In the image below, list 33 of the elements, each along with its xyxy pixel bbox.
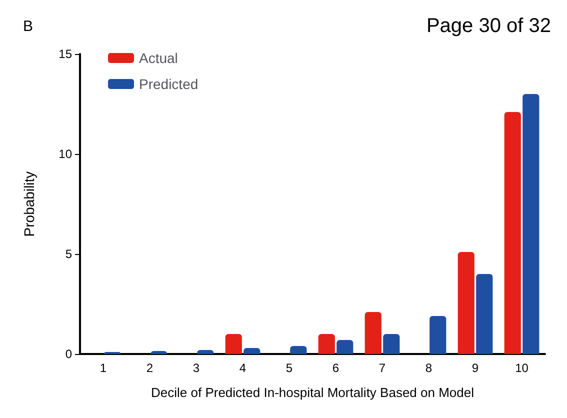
x-tick-label: 10 (515, 361, 529, 375)
x-tick-label: 5 (286, 361, 293, 375)
x-tick-label: 7 (378, 361, 386, 375)
x-axis-title: Decile of Predicted In-hospital Mortality Based on Model (151, 385, 474, 400)
bar (504, 112, 521, 354)
bar (197, 350, 214, 354)
legend-label: Predicted (139, 76, 198, 92)
bar (244, 348, 260, 354)
x-tick-label: 9 (472, 361, 479, 375)
y-tick-label: 10 (58, 147, 72, 161)
x-tick-label: 2 (146, 361, 154, 375)
legend-label: Actual (139, 50, 178, 66)
bar (458, 252, 474, 354)
x-tick-label: 3 (192, 361, 200, 375)
bar (290, 346, 307, 354)
y-axis-title: Probability (21, 171, 37, 237)
bar (318, 334, 335, 354)
x-tick-label: 1 (100, 361, 107, 375)
text: Page 30 of 32 (426, 15, 552, 37)
bar (364, 312, 382, 354)
x-tick-label: 6 (332, 361, 340, 375)
bar (430, 316, 446, 354)
y-tick-label: 0 (65, 347, 72, 361)
x-tick-label: 8 (425, 361, 432, 375)
x-tick-label: 4 (239, 361, 246, 375)
bar (476, 274, 493, 354)
bar (383, 334, 400, 354)
bar (522, 94, 540, 354)
chart-title: B (23, 18, 34, 35)
bar (336, 340, 354, 354)
y-tick-label: 5 (65, 247, 72, 261)
y-tick-label: 15 (58, 47, 72, 61)
bar (225, 334, 242, 354)
